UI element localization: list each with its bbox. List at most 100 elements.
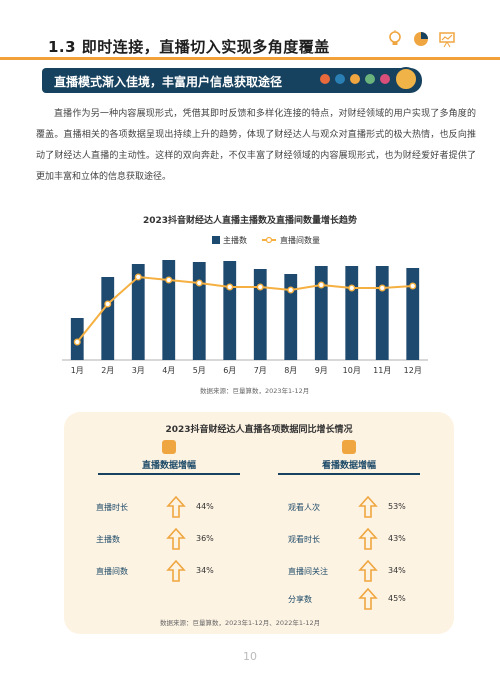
page-header: 1.3 即时连接，直播切入实现多角度覆盖 bbox=[0, 0, 500, 62]
lightbulb-icon bbox=[386, 30, 404, 48]
bar bbox=[406, 268, 420, 360]
banner-dot bbox=[380, 74, 390, 84]
bar bbox=[284, 274, 298, 360]
bar bbox=[162, 260, 176, 360]
x-tick-label: 2月 bbox=[101, 366, 114, 375]
banner-dot bbox=[365, 74, 375, 84]
up-arrow-icon bbox=[358, 496, 378, 518]
up-arrow-icon bbox=[358, 560, 378, 582]
phone-icon bbox=[162, 440, 176, 454]
metric-label: 直播间数 bbox=[96, 567, 128, 576]
metric-row: 主播数 36% bbox=[96, 528, 266, 550]
up-arrow-icon bbox=[358, 588, 378, 610]
line-point bbox=[73, 338, 81, 346]
right-group-divider bbox=[278, 473, 420, 475]
line-point bbox=[348, 284, 356, 292]
line-point bbox=[287, 286, 295, 294]
section-banner: 直播模式渐入佳境，丰富用户信息获取途径 bbox=[42, 68, 422, 93]
x-tick-label: 3月 bbox=[132, 366, 145, 375]
metric-value: 44% bbox=[196, 502, 214, 511]
metric-row: 观看时长 43% bbox=[288, 528, 458, 550]
right-group-label: 看播数据增幅 bbox=[321, 461, 376, 471]
bar bbox=[223, 261, 237, 360]
banner-dot bbox=[335, 74, 345, 84]
line-point bbox=[226, 283, 234, 291]
left-group-label: 直播数据增幅 bbox=[141, 461, 196, 471]
banner-badge-icon bbox=[394, 67, 418, 91]
x-tick-label: 5月 bbox=[193, 366, 206, 375]
line-point bbox=[165, 276, 173, 284]
x-tick-label: 10月 bbox=[343, 366, 361, 375]
page-number: 10 bbox=[243, 650, 257, 663]
x-tick-label: 9月 bbox=[315, 366, 328, 375]
banner-dot bbox=[320, 74, 330, 84]
x-tick-label: 12月 bbox=[404, 366, 422, 375]
line-point bbox=[104, 300, 112, 308]
bar-line-chart: 主播数 直播间数量 1月 2月 3月 4月 5月 6月 7月 8月 9月 10月 11月 12月 bbox=[62, 235, 428, 375]
metric-label: 主播数 bbox=[96, 535, 120, 544]
legend-swatch-bars bbox=[212, 236, 220, 244]
metric-row: 直播时长 44% bbox=[96, 496, 266, 518]
metric-value: 34% bbox=[388, 566, 406, 575]
x-tick-label: 6月 bbox=[223, 366, 236, 375]
legend-swatch-marker bbox=[265, 236, 273, 244]
header-divider bbox=[0, 57, 500, 60]
banner-dots bbox=[320, 74, 390, 84]
metric-value: 53% bbox=[388, 502, 406, 511]
metric-row: 分享数 45% bbox=[288, 588, 458, 610]
series-line bbox=[76, 275, 413, 343]
x-tick-label: 4月 bbox=[162, 366, 175, 375]
pie-chart-icon bbox=[412, 30, 430, 48]
bar bbox=[345, 266, 359, 360]
banner-text: 直播模式渐入佳境，丰富用户信息获取途径 bbox=[54, 75, 283, 89]
metric-row: 直播间数 34% bbox=[96, 560, 266, 582]
metric-label: 分享数 bbox=[288, 595, 312, 604]
line-point bbox=[409, 282, 417, 290]
up-arrow-icon bbox=[358, 528, 378, 550]
metric-label: 观看人次 bbox=[288, 503, 320, 512]
tv-icon bbox=[342, 440, 356, 454]
growth-card: 2023抖音财经达人直播各项数据同比增长情况 直播数据增幅 看播数据增幅 直播时… bbox=[64, 412, 454, 634]
up-arrow-icon bbox=[166, 496, 186, 518]
line-point bbox=[378, 284, 386, 292]
card-title: 2023抖音财经达人直播各项数据同比增长情况 bbox=[165, 425, 353, 435]
up-arrow-icon bbox=[166, 560, 186, 582]
chart-source: 数据来源：巨量算数，2023年1-12月 bbox=[200, 387, 310, 395]
bar bbox=[314, 266, 328, 360]
metric-value: 36% bbox=[196, 534, 214, 543]
metric-label: 观看时长 bbox=[288, 535, 320, 544]
bar bbox=[131, 264, 145, 360]
header-icons bbox=[386, 30, 456, 48]
card-source: 数据来源：巨量算数，2023年1-12月、2022年1-12月 bbox=[160, 619, 321, 627]
metric-value: 34% bbox=[196, 566, 214, 575]
left-group-divider bbox=[98, 473, 240, 475]
metric-value: 45% bbox=[388, 594, 406, 603]
x-tick-label: 8月 bbox=[284, 366, 297, 375]
x-tick-label: 1月 bbox=[71, 366, 84, 375]
chart-title: 2023抖音财经达人直播主播数及直播间数量增长趋势 bbox=[142, 216, 358, 226]
bar bbox=[192, 262, 206, 360]
line-point bbox=[134, 273, 142, 281]
body-paragraph: 直播作为另一种内容展现形式，凭借其即时反馈和多样化连接的特点，对财经领域的用户实… bbox=[36, 109, 476, 182]
metric-label: 直播间关注 bbox=[288, 567, 328, 576]
legend-label: 直播间数量 bbox=[280, 235, 320, 245]
left-group-header: 直播数据增幅 bbox=[98, 440, 248, 480]
line-point bbox=[256, 283, 264, 291]
bar bbox=[253, 269, 267, 360]
bar bbox=[101, 277, 115, 360]
bar bbox=[375, 266, 389, 360]
up-arrow-icon bbox=[166, 528, 186, 550]
line-point bbox=[317, 281, 325, 289]
right-group-header: 看播数据增幅 bbox=[278, 440, 428, 480]
x-tick-label: 7月 bbox=[254, 366, 267, 375]
metric-row: 观看人次 53% bbox=[288, 496, 458, 518]
legend-label: 主播数 bbox=[223, 235, 247, 245]
line-point bbox=[195, 279, 203, 287]
x-tick-label: 11月 bbox=[373, 366, 391, 375]
metric-row: 直播间关注 34% bbox=[288, 560, 458, 582]
metric-label: 直播时长 bbox=[96, 503, 128, 512]
presentation-board-icon bbox=[438, 30, 456, 48]
banner-dot bbox=[350, 74, 360, 84]
section-title: 1.3 即时连接，直播切入实现多角度覆盖 bbox=[48, 38, 330, 56]
metric-value: 43% bbox=[388, 534, 406, 543]
